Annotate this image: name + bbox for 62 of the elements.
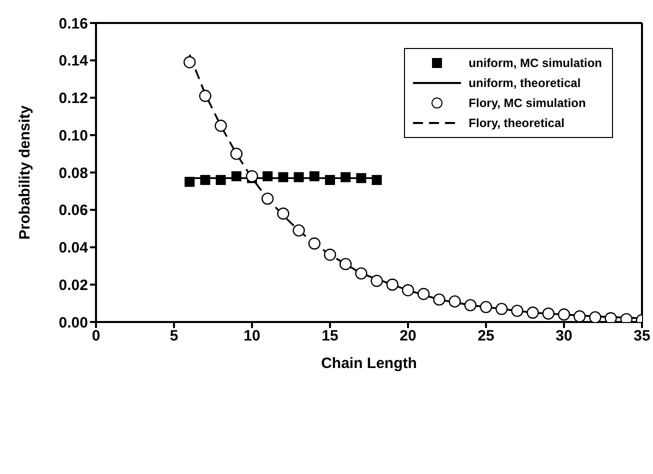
point [464,299,476,312]
point [589,311,602,322]
point [200,174,210,185]
point [418,288,430,300]
point [230,148,242,160]
point [246,170,258,182]
point [604,312,617,322]
x-tick-label: 15 [322,328,338,345]
point [433,293,446,306]
legend-label: uniform, theoretical [468,76,582,90]
y-tick-label: 0.04 [58,240,89,257]
y-tick-label: 0.02 [58,276,88,294]
point [199,90,212,102]
point [277,208,290,220]
y-tick-label: 0.08 [58,164,88,182]
legend-label: uniform, MC simulation [468,56,603,70]
y-axis-title: Probability density [16,104,34,240]
point [231,171,242,182]
x-tick-label: 25 [478,328,494,345]
point [324,248,336,261]
point [448,295,461,308]
x-axis-title: Chain Length [321,355,417,372]
legend-label: Flory, theoretical [468,116,566,130]
point [308,237,320,250]
point [216,174,226,185]
point [262,192,274,205]
point [558,308,570,321]
point [355,267,368,280]
y-tick-label: 0.10 [58,127,88,144]
y-tick-label: 0.06 [58,202,88,220]
point [325,174,335,185]
point [184,56,196,68]
point [340,172,351,182]
point [542,307,554,320]
y-tick-label: 0.12 [58,90,88,108]
x-tick-label: 5 [170,328,178,345]
point [340,258,352,270]
legend-label: Flory, MC simulation [468,96,587,110]
point [356,173,366,184]
y-tick-label: 0.16 [58,15,88,32]
point [309,171,320,182]
point [511,304,524,317]
point [372,174,382,185]
x-tick-label: 20 [400,328,416,345]
x-tick-label: 0 [92,328,100,345]
x-tick-label: 30 [556,328,572,345]
point [184,176,195,187]
point [480,300,492,314]
point [370,274,383,287]
point [496,302,508,316]
point [294,172,304,182]
x-tick-label: 10 [244,328,260,345]
x-tick-label: 35 [634,328,650,345]
y-tick-label: 0.00 [58,314,88,332]
point [386,278,398,291]
point [278,172,288,182]
point [526,306,539,319]
point [214,120,227,132]
point [402,284,414,296]
point [262,171,273,182]
point [292,224,305,237]
y-tick-label: 0.14 [58,52,89,70]
